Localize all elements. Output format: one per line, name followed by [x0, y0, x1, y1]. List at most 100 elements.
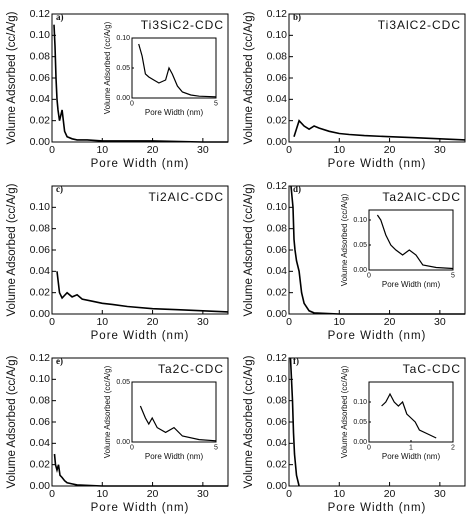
plot-frame [288, 13, 466, 143]
data-line [381, 392, 437, 439]
y-tick-label: 0.06 [30, 72, 51, 84]
y-axis-label: Volume Adsorbed (cc/A/g) [243, 11, 255, 144]
y-tick-label: 0.04 [30, 265, 51, 277]
y-tick-label: 0.10 [267, 29, 288, 41]
x-axis-label: Pore Width (nm) [91, 330, 190, 342]
y-tick-label: 0.12 [30, 8, 51, 20]
x-tick-label: 1 [409, 444, 413, 451]
y-tick-label: 0.12 [30, 352, 51, 364]
x-tick-label: 0 [367, 272, 371, 279]
y-tick-label: 0.10 [116, 35, 130, 42]
y-tick-label: 0.02 [30, 286, 51, 298]
y-tick-label: 0.00 [116, 95, 130, 102]
plot-frame [368, 209, 454, 271]
y-axis-label: Volume Adsorbed (cc/A/g) [6, 11, 18, 144]
y-tick-label: 0.00 [30, 480, 51, 492]
y-tick-label: 0.05 [116, 65, 130, 72]
x-tick-label: 30 [197, 488, 209, 500]
x-tick-label: 30 [197, 144, 209, 156]
y-tick-label: 0.08 [30, 222, 51, 234]
y-tick-label: 0.00 [353, 439, 367, 446]
panel-title: Ta2C-CDC [158, 362, 224, 376]
y-tick-label: 0.05 [353, 242, 367, 249]
y-tick-label: 0.10 [267, 201, 288, 213]
y-tick-label: 0.08 [30, 50, 51, 62]
y-tick-label: 0.08 [30, 394, 51, 406]
y-tick-label: 0.06 [30, 244, 51, 256]
y-axis-label: Volume Adsorbed (cc/A/g) [103, 21, 112, 114]
panel-title: Ta2AlC-CDC [382, 190, 461, 204]
x-tick-label: 0 [286, 488, 292, 500]
y-axis-label: Volume Adsorbed (cc/A/g) [103, 365, 112, 458]
y-tick-label: 0.12 [267, 8, 288, 20]
x-axis-label: Pore Width (nm) [382, 452, 441, 461]
x-tick-label: 0 [130, 100, 134, 107]
x-tick-label: 0 [49, 316, 55, 328]
y-tick-label: 0.00 [116, 439, 130, 446]
y-tick-label: 0.00 [353, 267, 367, 274]
x-axis-label: Pore Width (nm) [145, 108, 204, 117]
y-tick-label: 0.00 [267, 308, 288, 320]
inset: 0.00 0.05 0.10 0 5 Pore Width (nm) Volume Adso… [340, 193, 455, 288]
y-tick-label: 0.10 [30, 201, 51, 213]
y-tick-label: 0.10 [353, 399, 367, 406]
x-tick-label: 10 [96, 488, 108, 500]
panel-title: Ti3SiC2-CDC [141, 18, 224, 32]
x-tick-label: 20 [147, 316, 159, 328]
y-tick-label: 0.00 [30, 136, 51, 148]
data-line [53, 453, 228, 487]
y-axis-label: Volume Adsorbed (cc/A/g) [243, 355, 255, 488]
panel-label: a) [56, 12, 64, 22]
x-axis-label: Pore Width (nm) [328, 502, 427, 514]
panel-title: Ti2AlC-CDC [148, 190, 224, 204]
x-tick-label: 30 [197, 316, 209, 328]
y-axis-label: Volume Adsorbed (cc/A/g) [243, 183, 255, 316]
y-tick-label: 0.02 [267, 458, 288, 470]
plot-frame [51, 185, 229, 315]
y-tick-label: 0.04 [267, 437, 288, 449]
plot-frame [368, 381, 454, 443]
y-tick-label: 0.10 [267, 373, 288, 385]
y-tick-label: 0.02 [30, 458, 51, 470]
x-tick-label: 0 [367, 444, 371, 451]
y-tick-label: 0.08 [267, 50, 288, 62]
data-line [53, 24, 228, 143]
x-axis-label: Pore Width (nm) [91, 502, 190, 514]
plot-frame [131, 381, 217, 443]
panel-label: c) [56, 184, 63, 194]
x-tick-label: 5 [214, 100, 218, 107]
y-tick-label: 0.10 [353, 217, 367, 224]
panel-title: TaC-CDC [403, 362, 461, 376]
data-line [138, 43, 217, 98]
y-tick-label: 0.10 [30, 373, 51, 385]
panel-label: e) [56, 356, 63, 366]
data-line [290, 185, 465, 315]
y-tick-label: 0.06 [30, 416, 51, 428]
data-line [293, 119, 466, 141]
y-tick-label: 0.00 [30, 308, 51, 320]
y-tick-label: 0.04 [267, 265, 288, 277]
x-tick-label: 10 [333, 488, 345, 500]
y-tick-label: 0.08 [267, 222, 288, 234]
inset: 0.00 0.05 0.10 0 1 2 Pore Width (nm) Volume Ads… [340, 365, 455, 460]
x-tick-label: 30 [434, 144, 446, 156]
panel-label: d) [293, 184, 301, 194]
x-tick-label: 0 [49, 488, 55, 500]
y-tick-label: 0.06 [267, 244, 288, 256]
x-tick-label: 0 [286, 144, 292, 156]
panel: 0.00 0.02 0.04 0.06 0.08 0.10 0.12 0 10 20 30 Pore … [6, 8, 229, 170]
x-tick-label: 20 [384, 488, 396, 500]
panel: 0.00 0.02 0.04 0.06 0.08 0.10 0.12 0 10 20 30 Pore … [243, 180, 466, 342]
y-tick-label: 0.04 [30, 437, 51, 449]
y-axis-label: Volume Adsorbed (cc/A/g) [6, 355, 18, 488]
x-tick-label: 20 [147, 144, 159, 156]
data-line [289, 357, 300, 487]
x-tick-label: 0 [49, 144, 55, 156]
y-tick-label: 0.05 [116, 379, 130, 386]
x-tick-label: 30 [434, 316, 446, 328]
data-line [56, 271, 229, 313]
plot-frame [51, 357, 229, 487]
x-axis-label: Pore Width (nm) [382, 280, 441, 289]
x-axis-label: Pore Width (nm) [328, 330, 427, 342]
